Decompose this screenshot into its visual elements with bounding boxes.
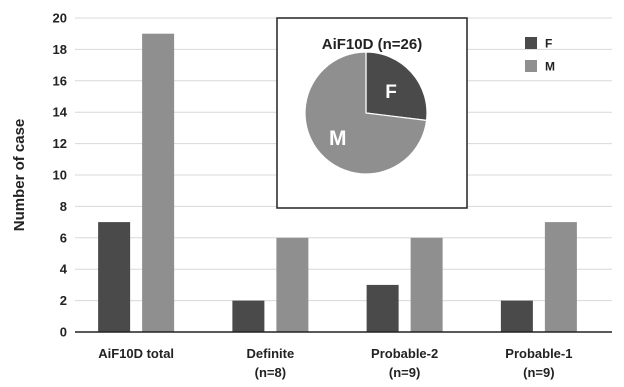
bar-m — [142, 33, 175, 332]
y-tick-label: 2 — [60, 293, 67, 308]
pie-slice-m — [304, 51, 428, 175]
x-tick-label: Probable-2 — [371, 346, 438, 361]
bar-f — [232, 300, 265, 332]
y-axis: 0 2 4 6 8 10 12 14 16 18 20 — [53, 11, 68, 340]
inset-title: AiF10D (n=26) — [322, 36, 422, 53]
x-tick-label: Definite — [247, 346, 295, 361]
pie-inset: AiF10D (n=26) FM — [276, 17, 468, 209]
x-tick-label: Probable-1 — [505, 346, 572, 361]
x-tick-sublabel: (n=8) — [255, 365, 286, 380]
pie-slice-f — [365, 51, 428, 122]
legend-swatch-m — [525, 60, 537, 72]
legend-swatch-f — [525, 37, 537, 49]
y-tick-label: 16 — [53, 73, 67, 88]
y-tick-label: 14 — [53, 105, 68, 120]
y-tick-label: 18 — [53, 42, 67, 57]
x-axis: AiF10D total Definite (n=8) Probable-2 (n=9)… — [98, 346, 572, 380]
y-tick-label: 4 — [60, 262, 68, 277]
y-tick-label: 8 — [60, 199, 67, 214]
bar-m — [276, 237, 309, 332]
bar-f — [500, 300, 533, 332]
x-tick-label: AiF10D total — [98, 346, 174, 361]
x-tick-sublabel: (n=9) — [523, 365, 554, 380]
x-tick-sublabel: (n=9) — [389, 365, 420, 380]
y-tick-label: 0 — [60, 325, 67, 340]
y-tick-label: 12 — [53, 136, 67, 151]
pie-slice-label: M — [329, 127, 347, 150]
y-axis-label: Number of case — [11, 119, 28, 232]
legend-label: M — [545, 60, 555, 74]
pie-slice-label: F — [385, 82, 397, 103]
legend: FM — [525, 37, 555, 74]
bar-m — [410, 237, 443, 332]
bar-f — [98, 222, 131, 332]
bars — [98, 33, 577, 332]
y-tick-label: 10 — [53, 168, 67, 183]
bar-f — [366, 284, 399, 332]
y-tick-label: 6 — [60, 230, 67, 245]
legend-label: F — [545, 37, 552, 51]
bar-m — [544, 222, 577, 332]
y-tick-label: 20 — [53, 11, 67, 26]
pie-chart: FM — [304, 51, 428, 175]
